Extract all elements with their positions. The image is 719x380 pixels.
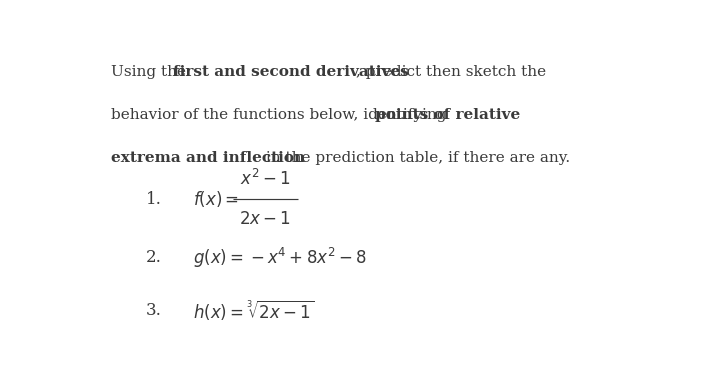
- Text: Using the: Using the: [111, 65, 191, 79]
- Text: behavior of the functions below, identifying: behavior of the functions below, identif…: [111, 108, 452, 122]
- Text: extrema and inflection: extrema and inflection: [111, 151, 305, 165]
- Text: 1.: 1.: [145, 191, 162, 208]
- Text: 3.: 3.: [145, 302, 162, 319]
- Text: $2x - 1$: $2x - 1$: [239, 210, 291, 228]
- Text: , predict then sketch the: , predict then sketch the: [356, 65, 546, 79]
- Text: $h(x) = \sqrt[3]{2x - 1}$: $h(x) = \sqrt[3]{2x - 1}$: [193, 298, 314, 322]
- Text: first and second derivatives: first and second derivatives: [173, 65, 408, 79]
- Text: $x^2 - 1$: $x^2 - 1$: [240, 169, 290, 189]
- Text: 2.: 2.: [145, 249, 162, 266]
- Text: $g(x) = -x^4 + 8x^2 - 8$: $g(x) = -x^4 + 8x^2 - 8$: [193, 246, 367, 270]
- Text: points of relative: points of relative: [375, 108, 520, 122]
- Text: $f(x) =$: $f(x) =$: [193, 189, 239, 209]
- Text: in the prediction table, if there are any.: in the prediction table, if there are an…: [262, 151, 571, 165]
